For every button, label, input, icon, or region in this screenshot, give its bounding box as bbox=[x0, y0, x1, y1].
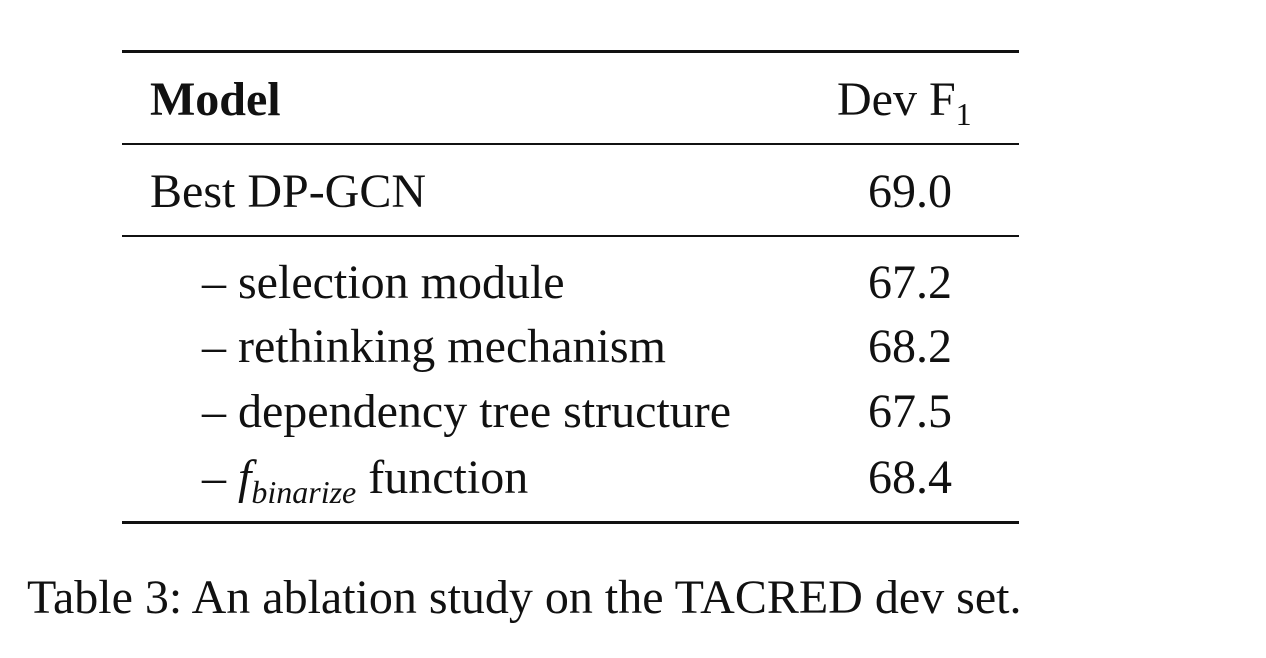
best-model-value: 69.0 bbox=[868, 165, 952, 218]
ablation-row-label: – rethinking mechanism bbox=[202, 323, 666, 371]
ablation-prefix: – bbox=[202, 320, 226, 373]
ablation-row-label: – dependency tree structure bbox=[202, 388, 731, 436]
ablation-label: dependency tree structure bbox=[238, 385, 732, 438]
table-caption: Table 3: An ablation study on the TACRED… bbox=[27, 571, 1022, 624]
ablation-label: rethinking mechanism bbox=[238, 320, 666, 373]
top-rule bbox=[122, 50, 1019, 53]
ablation-row-value: 67.2 bbox=[868, 256, 952, 309]
ablation-label: selection module bbox=[238, 256, 565, 309]
header-rule bbox=[122, 143, 1019, 145]
math-f-symbol: f bbox=[238, 451, 252, 504]
header-dev-subscript: 1 bbox=[955, 96, 972, 132]
ablation-prefix: – bbox=[202, 385, 226, 438]
mid-rule bbox=[122, 235, 1019, 237]
header-dev-f1: Dev F1 bbox=[837, 73, 972, 132]
ablation-row-value: 67.5 bbox=[868, 385, 952, 438]
ablation-prefix: – bbox=[202, 451, 226, 504]
best-model-name: Best DP-GCN bbox=[150, 165, 427, 218]
ablation-label: function bbox=[368, 451, 529, 504]
ablation-prefix: – bbox=[202, 256, 226, 309]
ablation-row-label: – fbinarize function bbox=[202, 451, 529, 510]
header-model: Model bbox=[150, 73, 281, 126]
math-binarize-subscript: binarize bbox=[251, 474, 357, 510]
ablation-row-value: 68.2 bbox=[868, 320, 952, 373]
ablation-row-value: 68.4 bbox=[868, 451, 952, 504]
bottom-rule bbox=[122, 521, 1019, 524]
ablation-row-label: – selection module bbox=[202, 259, 565, 307]
header-dev-label: Dev F bbox=[837, 73, 956, 126]
